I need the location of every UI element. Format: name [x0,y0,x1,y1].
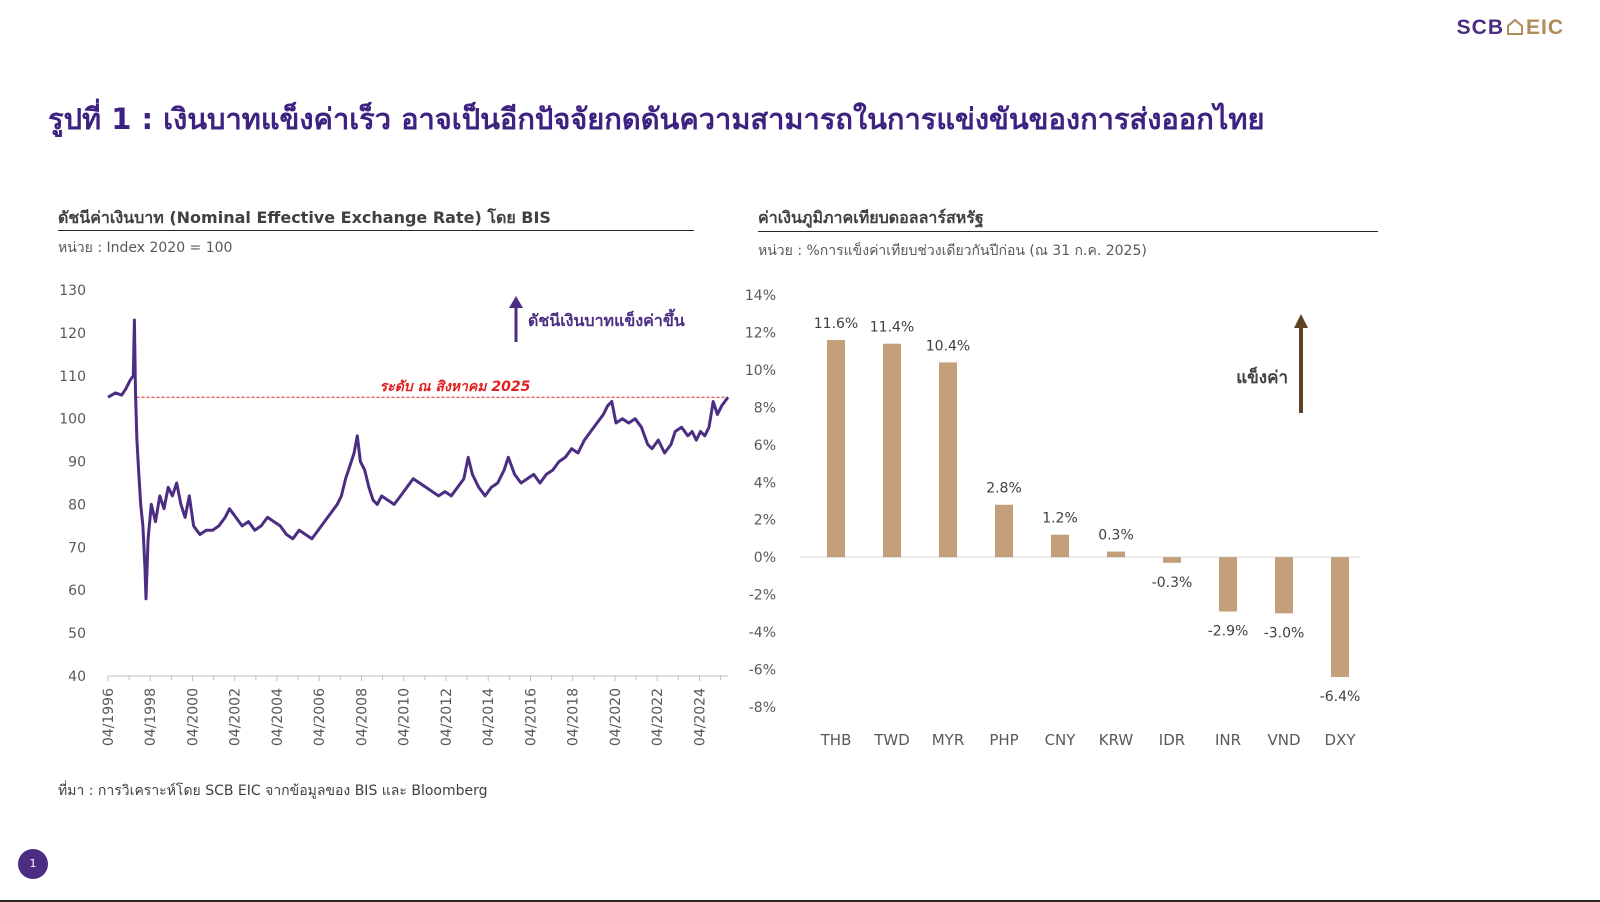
category-label: KRW [1099,731,1134,749]
category-label: CNY [1045,731,1077,749]
x-tick-label: 04/1998 [143,688,159,746]
right-chart-unit: หน่วย : %การแข็งค่าเทียบช่วงเดียวกันปีก่… [758,243,1147,259]
x-tick-label: 04/2024 [692,688,708,746]
x-tick-label: 04/2008 [354,688,370,746]
y-tick-label: 12% [745,325,776,341]
bar-myr [939,362,957,558]
right-chart-title: ค่าเงินภูมิภาคเทียบดอลลาร์สหรัฐ [758,208,984,227]
y-tick-label: 0% [754,550,776,566]
y-tick-label: -4% [749,625,776,641]
y-tick-label: 120 [59,326,86,342]
category-label: MYR [932,731,965,749]
bar-data-label: -0.3% [1152,575,1193,591]
category-label: DXY [1325,731,1357,749]
x-tick-label: 04/2014 [481,688,497,746]
bar-idr [1163,557,1181,563]
bar-inr [1219,557,1237,612]
bar-php [995,504,1013,558]
bar-twd [883,343,901,558]
bar-data-label: 11.6% [814,316,858,332]
bar-data-label: -3.0% [1264,625,1305,641]
y-tick-label: 40 [68,669,86,685]
y-tick-label: 2% [754,513,776,529]
left-chart-unit: หน่วย : Index 2020 = 100 [58,240,233,256]
page-number-badge: 1 [18,849,48,879]
bar-thb [827,339,845,558]
category-label: VND [1267,731,1300,749]
up-arrow-icon [1294,314,1308,328]
x-tick-label: 04/2012 [439,688,455,746]
annotation-label: แข็งค่า [1236,365,1288,388]
bar-krw [1107,551,1125,558]
bar-data-label: 10.4% [926,338,970,354]
neer-line-chart: 40 50 60 70 80 90 100 110 120 130 04/1996 04/1998 04… [59,283,730,746]
reference-line-label: ระดับ ณ สิงหาคม 2025 [380,379,531,395]
x-tick-label: 04/2022 [650,688,666,746]
y-tick-label: 100 [59,412,86,428]
house-icon [1506,18,1523,35]
y-tick-label: 6% [754,438,776,454]
neer-series-line [107,318,730,601]
x-tick-label: 04/2010 [397,688,413,746]
x-tick-label: 04/2002 [228,688,244,746]
bar-data-label: 2.8% [986,481,1022,497]
y-tick-label: 60 [68,583,86,599]
y-tick-label: 80 [68,497,86,513]
category-label: PHP [989,731,1018,749]
y-tick-label: 70 [68,540,86,556]
y-tick-label: -6% [749,663,776,679]
left-chart-title: ดัชนีค่าเงินบาท (Nominal Effective Excha… [58,208,551,227]
x-tick-label: 04/2004 [270,688,286,746]
x-tick-label: 04/2000 [185,688,201,746]
bar-data-label: 11.4% [870,320,914,336]
bar-dxy [1331,557,1349,678]
y-tick-label: 14% [745,288,776,304]
x-tick-label: 04/2020 [608,688,624,746]
bar-data-label: -6.4% [1320,689,1361,705]
logo-eic-text: EIC [1525,16,1564,39]
bar-cny [1051,534,1069,558]
y-tick-label: 4% [754,475,776,491]
category-label: THB [820,731,852,749]
y-tick-label: -2% [749,588,776,604]
x-tick-label: 04/1996 [101,688,117,746]
y-tick-label: 8% [754,400,776,416]
currency-bar-chart: -8% -6% -4% -2% 0% 2% 4% 6% 8% 10% 12% 14% 11.6% THB 1… [745,288,1361,749]
category-label: INR [1215,731,1241,749]
page-title: รูปที่ 1 : เงินบาทแข็งค่าเร็ว อาจเป็นอีก… [48,102,1265,136]
x-tick-label: 04/2006 [312,688,328,746]
bar-data-label: -2.9% [1208,623,1249,639]
y-tick-label: 110 [59,369,86,385]
y-tick-label: -8% [749,700,776,716]
bottom-rule [0,900,1600,902]
y-tick-label: 50 [68,626,86,642]
bar-vnd [1275,557,1293,614]
scb-eic-logo: SCB EIC [1457,16,1564,40]
x-tick-label: 04/2016 [523,688,539,746]
x-tick-label: 04/2018 [566,688,582,746]
y-tick-label: 130 [59,283,86,299]
up-arrow-icon [509,296,523,308]
bar-data-label: 0.3% [1098,528,1134,544]
source-note: ที่มา : การวิเคราะห์โดย SCB EIC จากข้อมู… [58,783,488,799]
bar-data-label: 1.2% [1042,511,1078,527]
annotation-label: ดัชนีเงินบาทแข็งค่าขึ้น [528,308,685,330]
left-chart-rule [58,230,694,231]
category-label: TWD [873,731,910,749]
right-chart-rule [758,231,1378,232]
logo-scb-text: SCB [1456,16,1504,39]
y-tick-label: 10% [745,363,776,379]
y-tick-label: 90 [68,455,86,471]
category-label: IDR [1159,731,1185,749]
